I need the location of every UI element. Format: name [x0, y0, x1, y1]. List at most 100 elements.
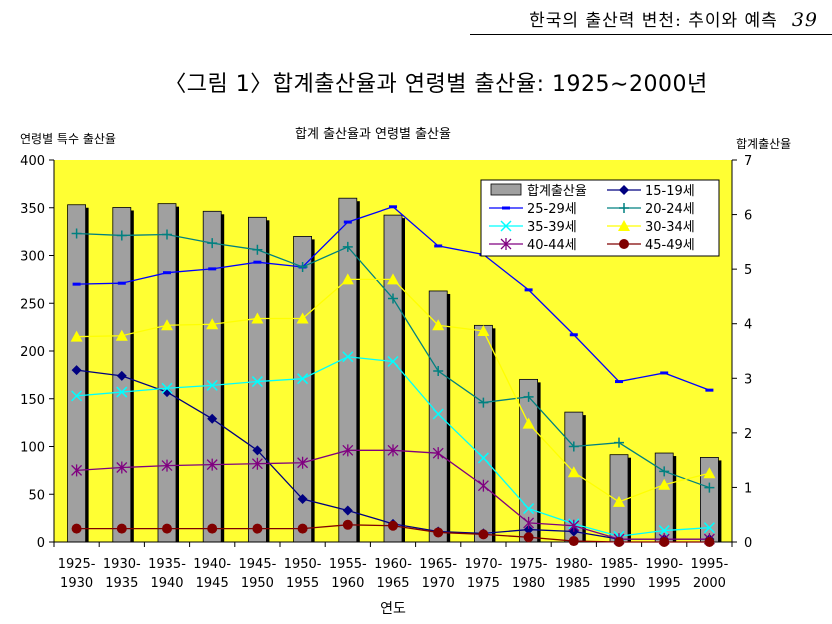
right-axis-label: 합계출산율 — [736, 137, 791, 151]
x-tick-label: 1950- — [284, 557, 322, 572]
series-marker — [658, 478, 671, 490]
x-tick-label: 1950 — [241, 576, 274, 591]
series-marker — [117, 281, 126, 285]
header-rule — [470, 34, 832, 35]
series-marker — [432, 319, 445, 331]
series-marker — [658, 525, 670, 537]
series-marker — [568, 441, 579, 452]
legend-label: 15-19세 — [645, 184, 695, 199]
legend-label: 40-44세 — [527, 238, 577, 253]
series-marker — [116, 370, 127, 381]
x-tick-label: 1995- — [691, 557, 729, 572]
series-marker — [342, 351, 354, 363]
series-marker — [71, 523, 82, 534]
legend-marker — [502, 206, 510, 210]
x-tick-label: 1960 — [331, 576, 364, 591]
x-tick-label: 1975 — [467, 576, 500, 591]
series-marker — [341, 273, 354, 285]
series-marker — [297, 261, 308, 272]
running-title: 한국의 출산력 변천: 추이와 예측 — [529, 11, 778, 31]
x-tick-label: 1965 — [376, 576, 409, 591]
series-marker — [704, 537, 715, 547]
series-marker — [251, 457, 263, 470]
series-marker — [705, 388, 714, 392]
x-tick-label: 1935- — [148, 557, 186, 572]
series-marker — [116, 523, 127, 534]
series-marker — [297, 494, 308, 505]
x-tick-label: 1990- — [645, 557, 683, 572]
x-tick-label: 1940- — [193, 557, 231, 572]
series-marker — [388, 520, 398, 531]
series-marker — [116, 461, 128, 474]
x-tick-label: 1980- — [555, 557, 593, 572]
series-marker — [387, 444, 399, 457]
series-marker — [253, 260, 262, 264]
x-tick-label: 1960- — [374, 557, 412, 572]
series-marker — [162, 523, 172, 534]
legend-marker — [500, 220, 512, 232]
series-marker — [251, 312, 264, 324]
series-marker — [523, 532, 534, 543]
series-marker — [522, 417, 535, 429]
series-marker — [523, 391, 534, 402]
series-marker — [207, 523, 218, 534]
legend-marker — [619, 239, 629, 249]
series-marker — [251, 376, 263, 388]
right-tick-label: 6 — [744, 209, 752, 224]
x-tick-label: 1985 — [557, 576, 590, 591]
series-marker — [71, 365, 82, 376]
left-tick-label: 250 — [20, 297, 45, 312]
legend-label: 20-24세 — [645, 202, 695, 217]
series-marker — [478, 529, 489, 540]
series-marker — [387, 273, 399, 285]
series-marker — [434, 244, 443, 248]
series-marker — [115, 329, 128, 341]
bar — [157, 203, 177, 543]
bar — [202, 210, 222, 543]
series-marker — [704, 482, 715, 493]
bar — [473, 324, 493, 543]
series-marker — [297, 523, 308, 534]
x-tick-label: 1970 — [422, 576, 455, 591]
legend-label: 합계출산율 — [527, 184, 587, 199]
series-marker — [567, 466, 580, 478]
series-marker — [116, 386, 128, 398]
series-marker — [524, 288, 533, 292]
series-marker — [342, 241, 353, 252]
series-marker — [659, 466, 670, 477]
right-tick-label: 4 — [744, 318, 752, 333]
series-marker — [207, 238, 218, 249]
series-marker — [70, 330, 83, 342]
series-marker — [297, 456, 309, 469]
series-marker — [477, 324, 490, 336]
series-marker — [161, 382, 173, 394]
series-marker — [614, 437, 624, 448]
series-marker — [703, 522, 715, 534]
x-tick-label: 1940 — [150, 576, 183, 591]
x-tick-label: 1955 — [286, 576, 319, 591]
right-tick-label: 0 — [744, 536, 752, 551]
series-marker — [478, 397, 489, 408]
chart-title: 합계 출산율과 연령별 출산율 — [295, 127, 451, 142]
legend-label: 35-39세 — [527, 220, 577, 235]
right-tick-label: 5 — [744, 263, 752, 278]
series-marker — [296, 312, 309, 324]
right-tick-label: 1 — [744, 481, 752, 496]
figure-title-wrap: 〈그림 1〉합계출산율과 연령별 출산율: 1925∼2000년 — [0, 66, 832, 98]
series-marker — [615, 380, 623, 384]
right-tick-label: 3 — [744, 372, 752, 387]
series-marker — [208, 267, 217, 271]
series-marker — [163, 271, 171, 275]
series-marker — [477, 452, 489, 464]
x-tick-label: 1990 — [602, 576, 635, 591]
series-marker — [342, 505, 353, 516]
series-marker — [613, 495, 625, 507]
series-marker — [477, 479, 489, 492]
legend-label: 45-49세 — [645, 238, 695, 253]
bar — [247, 216, 267, 543]
series-marker — [252, 523, 263, 534]
left-tick-label: 200 — [20, 345, 45, 360]
left-tick-label: 350 — [20, 202, 45, 217]
series-marker — [206, 318, 219, 330]
series-marker — [568, 519, 580, 532]
